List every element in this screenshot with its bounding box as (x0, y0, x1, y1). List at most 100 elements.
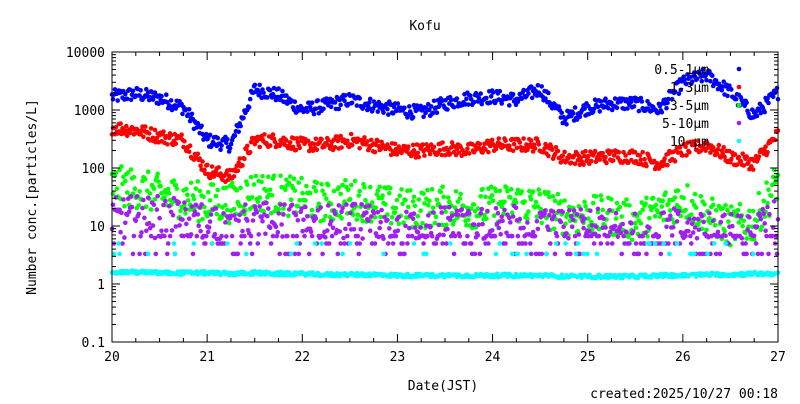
data-point (511, 141, 517, 147)
data-point (647, 225, 652, 231)
data-point (647, 215, 652, 221)
data-point (437, 232, 443, 237)
data-point (188, 232, 194, 237)
data-point (209, 241, 215, 246)
data-point (690, 230, 696, 235)
data-point (411, 211, 417, 216)
data-point (758, 110, 764, 116)
data-point (468, 241, 474, 246)
data-point (264, 188, 269, 193)
data-point (284, 177, 289, 183)
data-point (447, 204, 452, 210)
data-point (418, 208, 424, 213)
data-point (560, 153, 565, 158)
data-point (499, 101, 505, 106)
data-point (213, 206, 219, 211)
data-point (722, 154, 727, 159)
data-point (237, 212, 242, 218)
data-point (627, 203, 632, 208)
data-point (313, 188, 319, 194)
data-point (266, 206, 271, 211)
data-point (280, 88, 285, 94)
data-point (306, 251, 312, 257)
data-point (638, 221, 644, 226)
data-point (188, 180, 194, 186)
data-point (357, 146, 363, 151)
data-point (192, 209, 198, 214)
data-point (264, 200, 269, 206)
x-tick-label: 21 (199, 350, 215, 365)
data-point (769, 193, 774, 199)
data-point (284, 138, 289, 143)
data-point (120, 241, 125, 246)
data-point (247, 150, 253, 155)
data-point (633, 241, 639, 246)
data-point (341, 235, 346, 241)
data-point (655, 110, 661, 116)
data-point (663, 190, 668, 195)
legend-marker (736, 120, 742, 126)
data-point (555, 148, 561, 154)
data-point (265, 95, 270, 100)
data-point (347, 210, 353, 216)
data-point (578, 207, 584, 212)
data-point (186, 149, 192, 155)
data-point (698, 194, 704, 199)
data-point (326, 138, 331, 143)
data-point (257, 195, 263, 200)
data-point (154, 207, 160, 212)
data-point (342, 98, 347, 103)
data-point (618, 230, 624, 236)
data-point (347, 196, 353, 202)
data-point (471, 202, 477, 207)
data-point (132, 186, 138, 191)
data-point (166, 203, 172, 209)
data-point (403, 223, 408, 229)
data-point (326, 241, 332, 246)
legend-marker (736, 102, 742, 108)
x-tick-label: 22 (294, 350, 310, 365)
data-point (144, 204, 149, 210)
data-point (247, 241, 253, 246)
data-point (665, 100, 670, 106)
data-point (238, 241, 243, 246)
data-point (567, 208, 572, 213)
data-point (729, 156, 734, 162)
data-point (725, 93, 730, 99)
data-point (689, 221, 695, 227)
data-point (670, 225, 676, 230)
data-point (297, 198, 303, 203)
data-point (328, 143, 334, 148)
data-point (195, 212, 201, 217)
data-point (479, 101, 485, 107)
data-point (464, 222, 469, 228)
data-point (128, 97, 134, 103)
data-point (269, 193, 275, 198)
data-point (431, 98, 437, 104)
data-point (207, 175, 213, 181)
data-point (128, 194, 134, 199)
data-point (528, 197, 534, 202)
plot-frame (111, 51, 779, 343)
data-point (686, 228, 691, 234)
data-point (338, 191, 344, 197)
data-point (402, 105, 407, 111)
data-point (364, 210, 369, 215)
data-point (110, 202, 116, 208)
data-point (552, 251, 558, 257)
data-point (294, 241, 300, 246)
data-point (393, 233, 399, 239)
data-point (276, 206, 282, 212)
data-point (360, 236, 365, 241)
data-point (674, 241, 680, 246)
data-point (426, 203, 431, 208)
data-point (744, 251, 749, 257)
data-point (201, 194, 206, 200)
data-point (425, 233, 430, 239)
data-point (358, 227, 364, 232)
data-point (372, 149, 378, 155)
data-point (200, 159, 205, 164)
data-point (620, 221, 625, 227)
data-point (367, 96, 373, 102)
data-point (447, 241, 453, 246)
